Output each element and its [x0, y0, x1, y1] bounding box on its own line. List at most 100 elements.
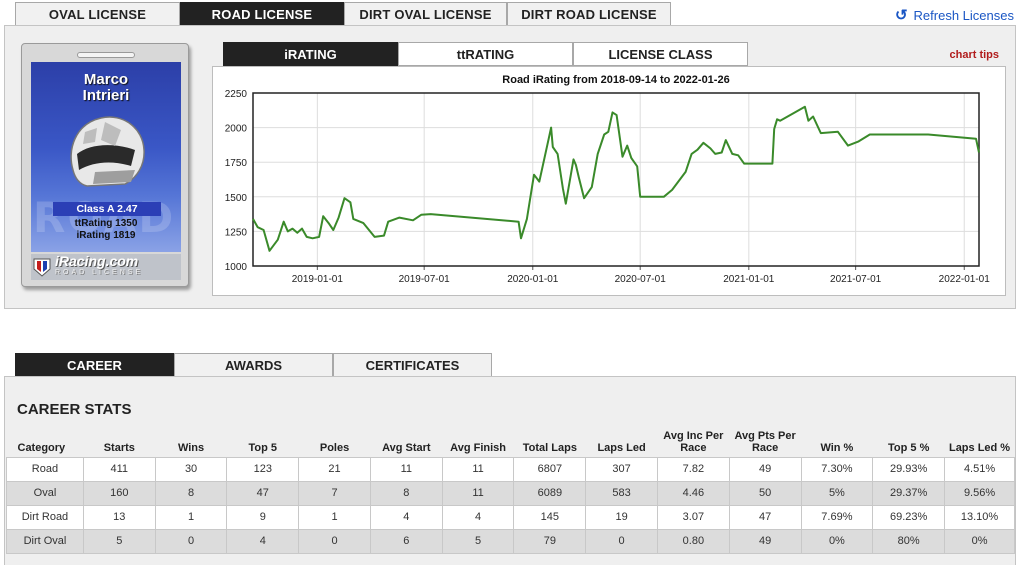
irating-chart: Road iRating from 2018-09-14 to 2022-01-…: [212, 66, 1006, 296]
table-cell: 8: [154, 480, 228, 506]
table-cell: 4: [369, 504, 443, 530]
chart-tabs: iRATING ttRATING LICENSE CLASS: [223, 42, 748, 66]
table-cell: Dirt Oval: [6, 528, 84, 554]
table-cell: Oval: [6, 480, 84, 506]
brand-text: iRacing.com ROAD LICENSE: [55, 253, 144, 278]
plot-frame: [252, 92, 980, 267]
stats-col-header: Top 5 %: [888, 441, 930, 454]
refresh-label: Refresh Licenses: [913, 7, 1014, 23]
table-cell: 0: [585, 528, 658, 554]
refresh-icon: ↺: [894, 7, 908, 24]
table-cell: Dirt Road: [6, 504, 84, 530]
table-cell: 4: [226, 528, 300, 554]
tab-dirt-oval-license[interactable]: DIRT OVAL LICENSE: [344, 2, 507, 26]
table-cell: 583: [585, 480, 658, 506]
table-cell: 1: [154, 504, 228, 530]
table-cell: 29.37%: [872, 480, 946, 506]
table-cell: 13: [82, 504, 156, 530]
table-cell: 0: [154, 528, 228, 554]
table-cell: 123: [226, 456, 300, 482]
license-class-badge: Class A 2.47: [53, 202, 161, 216]
table-cell: 0.80: [656, 528, 730, 554]
stats-body: Road 411 30 123 21 11 11 6807 307 7.82 49 7.30% 29.9…: [6, 456, 1015, 554]
card-face: ROAD Marco Intrieri Class A 2.47 ttRatin…: [31, 62, 181, 252]
license-panel: ROAD Marco Intrieri Class A 2.47 ttRatin…: [4, 25, 1016, 309]
table-cell: Road: [6, 456, 84, 482]
driver-last-name: Intrieri: [82, 87, 130, 104]
table-cell: 9: [226, 504, 300, 530]
irating-series-line: [252, 105, 980, 252]
table-cell: 30: [154, 456, 228, 482]
helmet-icon: [70, 116, 145, 187]
x-tick-label: 2021-07-01: [830, 274, 882, 285]
table-cell: 49: [728, 456, 802, 482]
table-cell: 160: [82, 480, 156, 506]
stats-col-header: Avg Pts Per Race: [734, 429, 796, 454]
table-cell: 11: [441, 480, 515, 506]
tab-oval-license[interactable]: OVAL LICENSE: [15, 2, 180, 26]
table-cell: 5: [441, 528, 515, 554]
tab-license-class[interactable]: LICENSE CLASS: [573, 42, 748, 66]
table-cell: 6807: [513, 456, 587, 482]
table-cell: 0%: [800, 528, 874, 554]
card-ttrating: ttRating 1350: [74, 218, 138, 229]
tab-road-license[interactable]: ROAD LICENSE: [180, 2, 344, 26]
stats-col-header: Laps Led %: [948, 441, 1011, 454]
stats-col-header: Poles: [319, 441, 350, 454]
table-cell: 8: [369, 480, 443, 506]
table-cell: 3.07: [656, 504, 730, 530]
x-tick-label: 2022-01-01: [939, 274, 991, 285]
table-cell: 19: [585, 504, 658, 530]
table-cell: 9.56%: [944, 480, 1015, 506]
chart-title: Road iRating from 2018-09-14 to 2022-01-…: [502, 74, 729, 86]
tab-irating[interactable]: iRATING: [223, 42, 398, 66]
card-watermark: ROAD: [33, 193, 176, 242]
brand-name: iRacing.com: [55, 253, 139, 269]
table-cell: 6: [369, 528, 443, 554]
brand-subtitle: ROAD LICENSE: [55, 269, 144, 276]
table-cell: 29.93%: [872, 456, 946, 482]
y-tick-label: 1750: [225, 158, 248, 169]
stats-col-header: Win %: [820, 441, 854, 454]
table-cell: 13.10%: [944, 504, 1015, 530]
table-cell: 7.69%: [800, 504, 874, 530]
table-cell: 4.51%: [944, 456, 1015, 482]
table-cell: 0: [298, 528, 371, 554]
card-brand: iRacing.com ROAD LICENSE: [31, 254, 181, 280]
tab-awards[interactable]: AWARDS: [174, 353, 333, 377]
career-panel: CAREER STATS Category Starts Wins Top 5 Pole…: [4, 376, 1016, 565]
x-tick-label: 2020-07-01: [615, 274, 667, 285]
table-row: Oval 160 8 47 7 8 11 6089 583 4.46 50 5% 29.37% 9.56%: [6, 480, 1015, 506]
x-tick-label: 2019-01-01: [292, 274, 344, 285]
tab-ttrating[interactable]: ttRATING: [398, 42, 573, 66]
license-tabs: OVAL LICENSE ROAD LICENSE DIRT OVAL LICE…: [15, 2, 671, 26]
stats-col-header: Avg Start: [382, 441, 431, 454]
table-row: Dirt Oval 5 0 4 0 6 5 79 0 0.80 49 0% 80% 0%: [6, 528, 1015, 554]
stats-col-header: Avg Finish: [450, 441, 506, 454]
table-cell: 411: [82, 456, 156, 482]
table-row: Dirt Road 13 1 9 1 4 4 145 19 3.07 47 7.69% 69.23% 13…: [6, 504, 1015, 530]
stats-col-header: Starts: [103, 441, 135, 454]
table-cell: 145: [513, 504, 587, 530]
iracing-logo-icon: [33, 258, 51, 277]
x-tick-label: 2019-07-01: [399, 274, 451, 285]
refresh-licenses-link[interactable]: ↺ Refresh Licenses: [895, 6, 1014, 24]
tab-certificates[interactable]: CERTIFICATES: [333, 353, 492, 377]
tab-dirt-road-license[interactable]: DIRT ROAD LICENSE: [507, 2, 671, 26]
card-irating: iRating 1819: [76, 230, 136, 241]
table-cell: 307: [585, 456, 658, 482]
license-card: ROAD Marco Intrieri Class A 2.47 ttRatin…: [21, 43, 189, 287]
stats-col-header: Avg Inc Per Race: [663, 429, 724, 454]
tab-career[interactable]: CAREER: [15, 353, 174, 377]
table-row: Road 411 30 123 21 11 11 6807 307 7.82 49 7.30% 29.9…: [6, 456, 1015, 482]
stats-header-row: Category Starts Wins Top 5 Poles Avg Start Avg…: [7, 427, 1015, 457]
y-tick-label: 1000: [225, 262, 248, 273]
card-ratings: ttRating 1350 iRating 1819: [41, 218, 171, 242]
career-stats-table: Category Starts Wins Top 5 Poles Avg Start Avg…: [6, 427, 1015, 554]
table-cell: 21: [298, 456, 371, 482]
table-cell: 1: [298, 504, 371, 530]
stats-col-header: Wins: [177, 441, 205, 454]
table-cell: 5%: [800, 480, 874, 506]
chart-tips-link[interactable]: chart tips: [949, 49, 999, 61]
